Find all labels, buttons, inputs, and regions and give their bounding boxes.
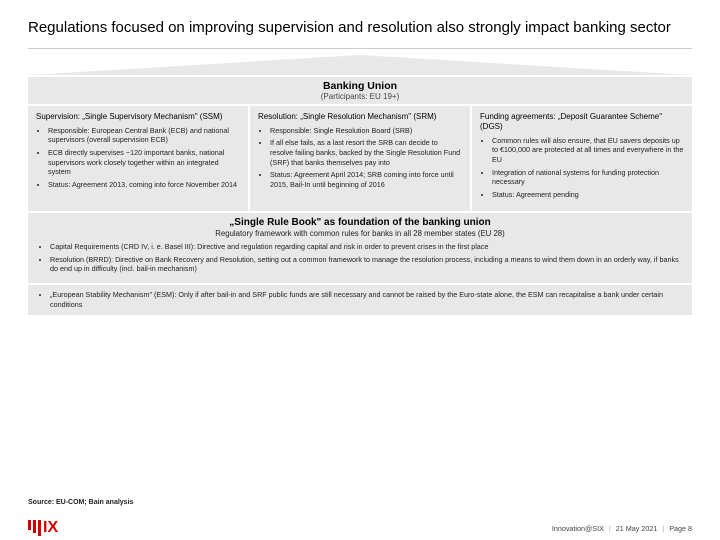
pillar-supervision: Supervision: „Single Supervisory Mechani…: [28, 106, 248, 211]
banner-title: Banking Union: [28, 80, 692, 92]
list-item: „European Stability Mechanism" (ESM): On…: [50, 290, 684, 309]
six-logo: IX: [28, 520, 58, 536]
rulebook-title: „Single Rule Book" as foundation of the …: [36, 217, 684, 228]
logo-text: IX: [43, 520, 58, 536]
banner: Banking Union (Participants: EU 19+): [28, 77, 692, 104]
list-item: Capital Requirements (CRD IV, i. e. Base…: [50, 242, 684, 252]
banner-subtitle: (Participants: EU 19+): [28, 92, 692, 101]
pillars-row: Supervision: „Single Supervisory Mechani…: [28, 106, 692, 211]
rulebook-subtitle: Regulatory framework with common rules f…: [36, 229, 684, 238]
footer-date: 21 May 2021: [616, 524, 658, 533]
footer-event: Innovation@SIX: [552, 524, 604, 533]
list-item: If all else fails, as a last resort the …: [270, 138, 462, 167]
pillar-funding: Funding agreements: „Deposit Guarantee S…: [472, 106, 692, 211]
list-item: Status: Agreement 2013, coming into forc…: [48, 180, 240, 190]
list-item: Integration of national systems for fund…: [492, 168, 684, 187]
divider: [28, 48, 692, 49]
list-item: Status: Agreement April 2014; SRB coming…: [270, 170, 462, 189]
pillar-resolution: Resolution: „Single Resolution Mechanism…: [250, 106, 470, 211]
list-item: Responsible: European Central Bank (ECB)…: [48, 126, 240, 145]
footer-meta: Innovation@SIX | 21 May 2021 | Page 8: [552, 524, 692, 533]
roof-graphic: [28, 55, 692, 75]
source-note: Source: EU-COM; Bain analysis: [28, 499, 133, 506]
pillar-title: Resolution: „Single Resolution Mechanism…: [258, 112, 462, 122]
page-title: Regulations focused on improving supervi…: [0, 0, 720, 42]
esm-band: „European Stability Mechanism" (ESM): On…: [28, 285, 692, 315]
list-item: Common rules will also ensure, that EU s…: [492, 136, 684, 165]
pillar-title: Supervision: „Single Supervisory Mechani…: [36, 112, 240, 122]
list-item: Status: Agreement pending: [492, 190, 684, 200]
footer-page: Page 8: [669, 524, 692, 533]
logo-stripes-icon: [28, 520, 41, 536]
pillar-title: Funding agreements: „Deposit Guarantee S…: [480, 112, 684, 132]
rulebook-band: „Single Rule Book" as foundation of the …: [28, 213, 692, 283]
list-item: Responsible: Single Resolution Board (SR…: [270, 126, 462, 136]
footer: IX Innovation@SIX | 21 May 2021 | Page 8: [0, 516, 720, 540]
list-item: Resolution (BRRD): Directive on Bank Rec…: [50, 255, 684, 274]
list-item: ECB directly supervises ~120 important b…: [48, 148, 240, 177]
